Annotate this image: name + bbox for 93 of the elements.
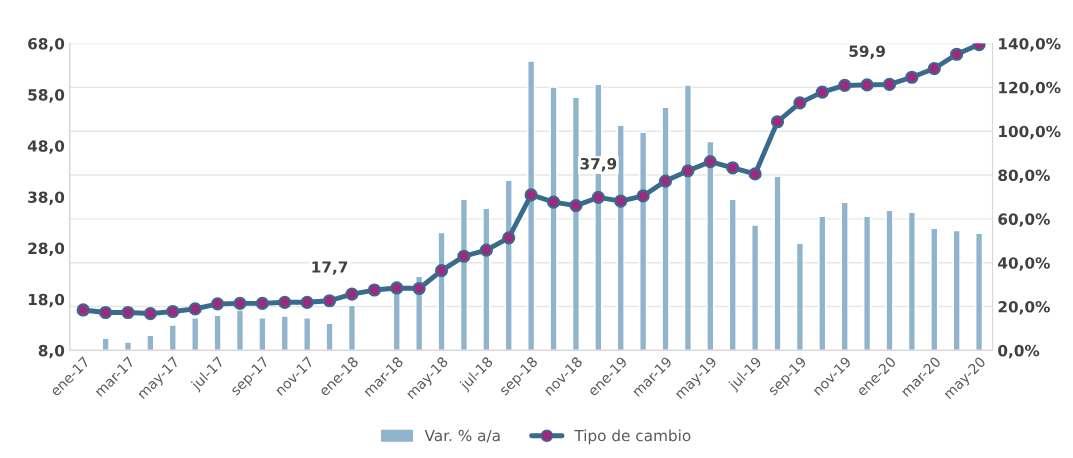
bar: [258, 317, 267, 351]
point: [703, 155, 717, 169]
point: [770, 115, 785, 129]
point: [681, 164, 695, 178]
y2-tick-label: 80,0%: [998, 169, 1050, 183]
bar: [975, 232, 984, 351]
y2-tick-label: 100,0%: [999, 125, 1061, 140]
point: [614, 194, 628, 208]
point: [188, 302, 202, 316]
point: [524, 188, 538, 202]
point: [412, 281, 426, 296]
y-tick-label: 18,0: [28, 293, 65, 308]
point: [345, 287, 359, 301]
bar: [683, 84, 692, 351]
point: [502, 231, 516, 245]
point: [748, 167, 762, 181]
y-tick-label: 28,0: [28, 242, 65, 257]
bar: [549, 86, 558, 351]
point: [569, 199, 583, 213]
point: [860, 78, 874, 92]
bar: [482, 207, 491, 351]
point: [98, 305, 113, 320]
bar: [818, 215, 827, 351]
bar: [213, 314, 222, 351]
legend-label: Tipo de cambio: [574, 429, 691, 445]
point: [658, 174, 673, 188]
bar: [168, 324, 177, 351]
point: [166, 304, 180, 319]
point: [793, 96, 807, 110]
point: [367, 283, 381, 297]
bar: [146, 334, 155, 351]
point: [300, 295, 314, 309]
point: [210, 297, 225, 311]
bar: [325, 322, 334, 351]
point: [434, 263, 449, 278]
bar: [280, 315, 289, 351]
bar: [303, 317, 312, 351]
point: [457, 249, 471, 263]
bar: [101, 337, 110, 351]
y2-tick-label: 120,0%: [999, 81, 1061, 96]
bar: [347, 304, 357, 351]
point: [591, 190, 605, 205]
point: [815, 85, 829, 99]
point: [882, 77, 897, 92]
point: [726, 161, 740, 175]
point: [905, 70, 919, 84]
data-label: 17,7: [312, 261, 348, 275]
data-label: 37,9: [580, 157, 617, 172]
bar: [907, 211, 916, 351]
y2-tick-label: 0,0%: [998, 344, 1040, 359]
point: [927, 61, 941, 76]
bar: [706, 140, 715, 351]
y2-tick-label: 140,0%: [999, 37, 1061, 52]
bar: [459, 198, 468, 351]
bar: [840, 201, 849, 351]
point: [76, 303, 90, 317]
point: [233, 296, 247, 310]
point: [390, 281, 404, 295]
point: [950, 47, 964, 61]
point: [546, 195, 561, 209]
point: [322, 294, 337, 308]
legend-label: Var. % a/a: [424, 429, 500, 443]
bar: [437, 231, 446, 351]
bar: [123, 341, 133, 351]
point: [636, 189, 650, 203]
bar: [930, 227, 939, 351]
bar: [885, 209, 894, 351]
y-tick-label: 58,0: [28, 89, 65, 103]
point: [278, 295, 292, 309]
point: [479, 243, 493, 257]
y2-tick-label: 60,0%: [998, 213, 1050, 227]
bar: [235, 309, 245, 351]
y2-tick-label: 20,0%: [998, 301, 1050, 315]
bar: [504, 179, 513, 351]
y-tick-label: 38,0: [28, 191, 65, 205]
bar: [661, 106, 670, 351]
bar: [527, 60, 536, 351]
bar: [728, 198, 737, 351]
bar: [795, 242, 804, 351]
y-tick-label: 68,0: [28, 37, 65, 52]
bar: [773, 175, 782, 351]
y2-tick-label: 40,0%: [998, 257, 1050, 271]
bar: [191, 317, 200, 351]
bar: [952, 229, 961, 351]
point: [838, 78, 852, 93]
point: [143, 306, 157, 321]
bar: [863, 215, 872, 351]
bar: [639, 131, 648, 351]
bar: [751, 224, 760, 351]
data-label: 59,9: [849, 45, 885, 59]
y-tick-label: 48,0: [27, 140, 65, 154]
point: [255, 296, 269, 310]
point: [121, 305, 135, 320]
